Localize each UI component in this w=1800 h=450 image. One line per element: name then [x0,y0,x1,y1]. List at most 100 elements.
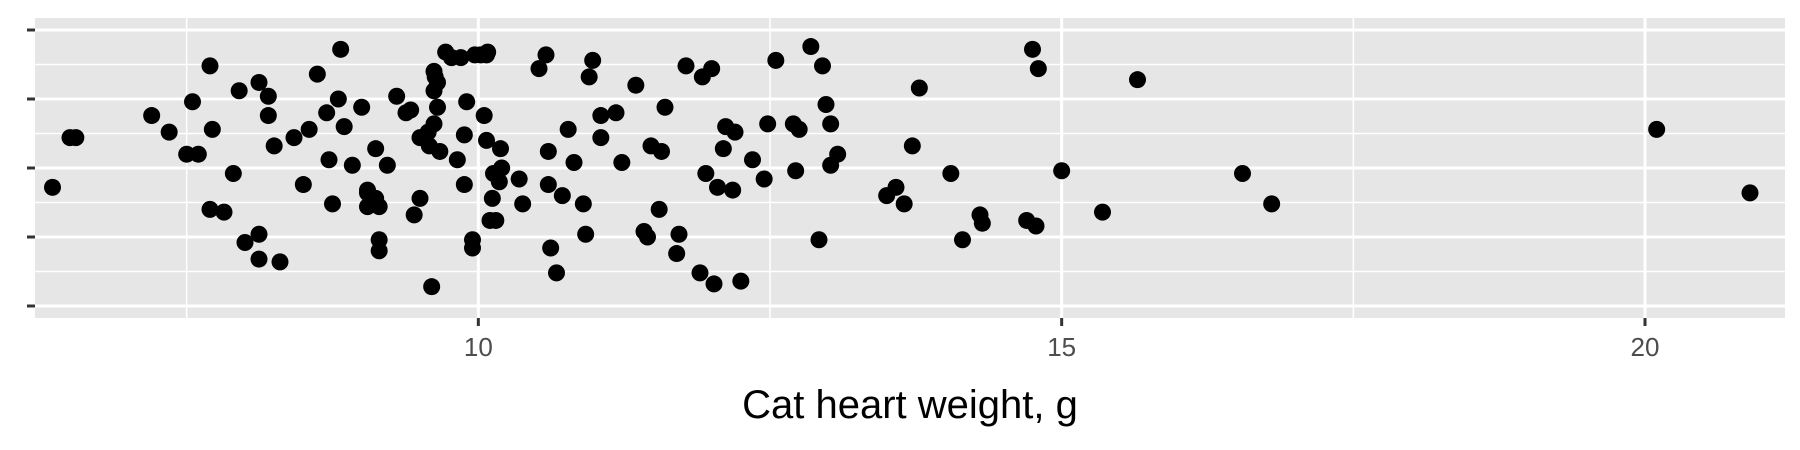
data-point [565,153,583,171]
data-point [539,176,557,194]
data-point [703,60,721,78]
data-point [411,189,429,207]
data-point [329,90,347,108]
data-point [639,228,656,246]
data-point [607,104,625,122]
data-point [388,87,406,105]
data-point [259,87,277,105]
data-point [1234,165,1251,183]
data-point [1129,71,1146,89]
data-point [887,178,905,196]
data-point [402,101,420,119]
data-points [44,38,1759,296]
data-point [592,107,610,125]
data-point [429,98,446,116]
data-point [670,225,688,243]
data-point [553,187,571,205]
data-point [1053,162,1071,180]
data-point [44,178,61,196]
data-point [236,234,254,252]
data-point [335,118,353,136]
data-point [487,211,505,229]
data-point [475,107,493,125]
data-point [201,57,219,75]
data-point [455,126,473,144]
data-point [656,98,674,116]
data-point [530,60,548,78]
data-point [767,51,785,69]
data-point [790,120,808,138]
x-tick-label: 15 [1047,332,1076,362]
data-point [613,153,631,171]
data-point [448,151,466,169]
data-point [705,275,723,293]
data-point [677,57,695,75]
data-point [370,242,388,260]
data-point [714,140,732,158]
data-point [370,198,388,216]
x-axis-title: Cat heart weight, g [742,383,1078,427]
data-point [1027,217,1045,235]
data-point [425,115,443,133]
data-point [592,129,610,147]
data-point [822,115,840,133]
data-point [759,115,777,133]
data-point [143,107,161,125]
data-point [271,253,289,271]
data-point [1263,195,1281,213]
data-point [895,195,913,213]
data-point [537,46,555,64]
data-point [215,203,233,221]
data-point [178,145,196,163]
data-point [423,278,441,296]
data-point [490,173,508,191]
data-point [627,76,645,94]
data-point [514,195,532,213]
data-point [1024,40,1041,58]
data-point [787,162,805,180]
data-point [1648,120,1666,138]
data-point [817,96,835,114]
data-point [724,181,742,199]
data-point [250,73,268,91]
data-point [318,104,336,122]
data-point [201,200,219,218]
data-point [653,142,670,160]
data-point [332,40,350,58]
data-point [203,120,221,138]
data-point [493,159,511,177]
data-point [452,49,470,67]
data-point [479,43,497,61]
data-point [320,151,338,169]
data-point [67,129,85,147]
data-point [709,178,726,196]
data-point [903,137,921,155]
data-point [1029,60,1047,78]
data-point [697,165,715,183]
data-point [810,231,828,249]
data-point [492,140,509,158]
data-point [973,214,991,232]
data-point [548,264,565,282]
data-point [942,165,960,183]
data-point [250,250,268,268]
data-point [294,176,312,194]
data-point [458,93,476,111]
data-point [691,264,709,282]
data-point [478,131,495,149]
data-point [744,151,761,169]
data-point [300,120,318,138]
data-point [910,79,928,97]
data-point [464,239,481,257]
x-axis-ticks: 10 15 20 [464,318,1659,362]
data-point [259,107,277,125]
data-point [455,176,473,194]
data-point [184,93,201,111]
data-point [285,129,303,147]
y-gridlines [35,28,1785,308]
data-point [265,137,283,155]
data-point [160,123,178,141]
data-point [483,189,501,207]
data-point [324,195,341,213]
